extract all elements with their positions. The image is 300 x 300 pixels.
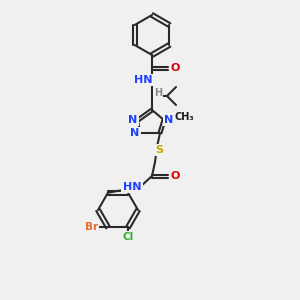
Text: S: S [155, 145, 163, 155]
Text: CH₃: CH₃ [174, 112, 194, 122]
Text: O: O [170, 63, 180, 73]
Text: N: N [164, 115, 174, 125]
Text: N: N [128, 115, 138, 125]
Text: Br: Br [85, 222, 98, 232]
Text: Cl: Cl [122, 232, 134, 242]
Text: O: O [170, 171, 180, 181]
Text: H: H [154, 88, 162, 98]
Text: HN: HN [134, 75, 152, 85]
Text: HN: HN [123, 182, 141, 192]
Text: N: N [130, 128, 140, 138]
